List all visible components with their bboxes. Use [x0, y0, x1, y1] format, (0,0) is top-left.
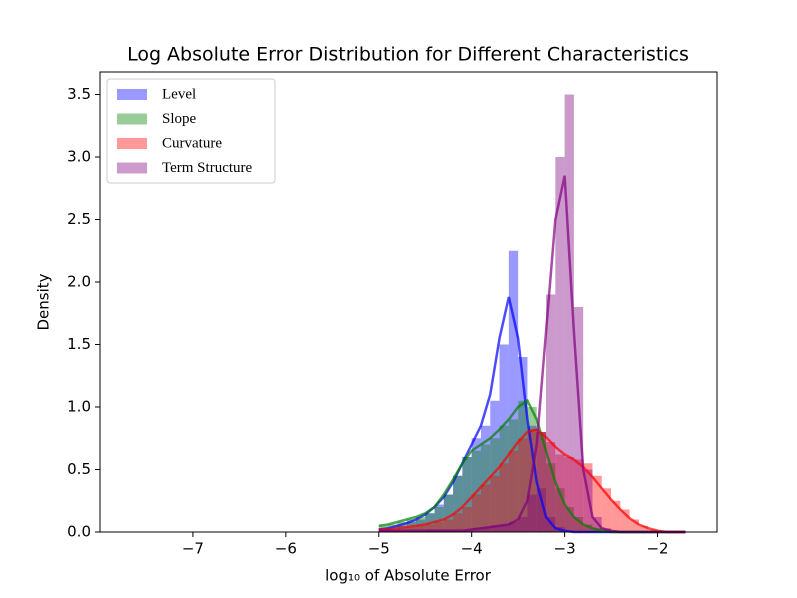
y-tick-label: 3.0 [67, 148, 91, 166]
histogram-bar [508, 450, 519, 532]
histogram-bar [490, 400, 500, 532]
histogram-bar [480, 444, 491, 532]
histogram-bar [564, 94, 574, 532]
histogram-bar [629, 519, 639, 532]
histogram-bar [499, 463, 509, 532]
histogram-bar [555, 157, 565, 532]
histogram-bar [536, 432, 547, 532]
histogram-bar [583, 469, 593, 532]
legend-swatch [117, 89, 147, 100]
histogram-bar [536, 432, 547, 532]
histogram-bar [425, 524, 435, 532]
histogram-bar [480, 527, 491, 532]
chart-title: Log Absolute Error Distribution for Diff… [127, 44, 689, 66]
histogram-bar [527, 429, 537, 532]
kde-line [378, 428, 686, 534]
histogram-bar [480, 425, 491, 532]
y-tick-label: 1.0 [67, 398, 91, 416]
histogram-bar [564, 457, 574, 532]
x-tick-label: −3 [554, 540, 576, 558]
histogram-bar [518, 517, 528, 532]
histogram-bar [573, 307, 584, 532]
histogram-bar [462, 457, 472, 532]
x-axis-label: log₁₀ of Absolute Error [325, 567, 492, 585]
kde-line [378, 175, 686, 534]
legend-swatch [117, 138, 147, 149]
histogram-bar [638, 525, 649, 532]
histogram-bar [555, 488, 565, 532]
histogram-bar [620, 509, 630, 532]
y-tick-label: 1.5 [67, 335, 91, 353]
histogram-bar [499, 344, 509, 532]
histogram-bar [490, 438, 500, 532]
histogram-bar [536, 432, 547, 532]
plot-area [378, 94, 686, 534]
histogram-bar [471, 438, 481, 532]
histogram-bar [462, 507, 472, 532]
histogram-bar [499, 524, 509, 532]
histogram-bar [443, 519, 454, 532]
plot-frame [99, 71, 718, 533]
x-tick-label: −4 [461, 540, 483, 558]
legend-label: Slope [162, 111, 197, 127]
histogram-bar [453, 475, 463, 532]
histogram-bar [564, 507, 574, 532]
histogram-bar [443, 494, 454, 532]
histogram-bar [443, 494, 454, 532]
histogram-bar [508, 419, 519, 532]
x-tick-label: −7 [182, 540, 204, 558]
legend-label: Term Structure [162, 160, 253, 176]
y-tick-label: 3.5 [67, 85, 91, 103]
histogram-bar [499, 425, 509, 532]
histogram-bar [518, 357, 528, 532]
histogram-bar [546, 442, 556, 532]
histogram-bar [508, 522, 519, 532]
histogram-bar [546, 294, 556, 532]
histogram-bar [434, 504, 444, 532]
x-tick-label: −2 [646, 540, 668, 558]
histogram-bar [611, 500, 621, 532]
y-tick-label: 2.0 [67, 273, 91, 291]
histogram-bar [583, 524, 593, 532]
histogram-bar [573, 459, 584, 532]
histogram-bar [573, 517, 584, 532]
legend-swatch [117, 113, 147, 125]
y-axis-label: Density [35, 273, 53, 330]
histogram-bar [453, 513, 463, 532]
x-tick-label: −5 [368, 540, 390, 558]
y-tick-label: 2.5 [67, 210, 91, 228]
histogram-bar [490, 525, 500, 532]
histogram-bar [518, 438, 528, 532]
legend-label: Level [162, 86, 196, 102]
histogram-bar [462, 457, 472, 532]
histogram-bar [471, 494, 481, 532]
y-tick-label: 0.5 [67, 460, 91, 478]
histogram-bar [490, 475, 500, 532]
histogram-bar [601, 488, 612, 532]
legend-swatch [117, 162, 147, 174]
legend: Level Slope Curvature Term Structure [106, 78, 276, 184]
histogram-bar [527, 494, 537, 532]
histogram-bar [536, 488, 547, 532]
legend-label: Curvature [162, 135, 222, 151]
histogram-bar [415, 525, 426, 532]
histogram-bar [453, 475, 463, 532]
histogram-bar [546, 463, 556, 532]
histogram-bar [518, 400, 528, 532]
legend-box [106, 78, 276, 184]
histogram-bar [480, 484, 491, 532]
histogram-bar [434, 522, 444, 532]
histogram-bar [508, 250, 519, 532]
y-tick-label: 0.0 [67, 523, 91, 541]
histogram-bar [592, 475, 602, 532]
x-tick-label: −6 [275, 540, 297, 558]
